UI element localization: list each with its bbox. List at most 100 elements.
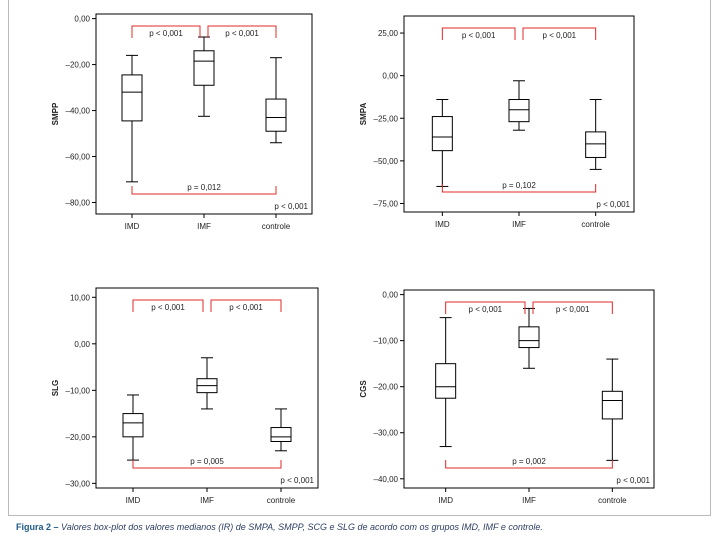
- comparison-bracket-imd-controle: p = 0,102: [441, 181, 597, 193]
- overall-p-value: p < 0,001: [616, 476, 650, 485]
- comparison-p-value: p = 0,002: [512, 457, 546, 466]
- box-imd: [435, 317, 457, 448]
- x-tick-label-imd: IMD: [126, 496, 141, 505]
- comparison-bracket-imf-controle: p < 0,001: [532, 301, 613, 314]
- x-tick-label-imf: IMF: [197, 222, 211, 231]
- boxplot-figure: 0,00 –20,00 –40,00 –60,00 –80,00 SMPP IMD IMF co…: [51, 13, 655, 505]
- y-tick-label: –10,00: [374, 337, 399, 346]
- boxplot-panel-slg: 10,00 0,00 –10,00 –20,00 –30,00 SLG IMD IMF cont…: [51, 287, 319, 505]
- comparison-p-value: p = 0,012: [187, 183, 221, 192]
- bracket-line: [210, 299, 282, 312]
- y-tick-label: 0,00: [74, 15, 90, 24]
- iqr-box: [270, 427, 292, 442]
- bracket-line: [132, 299, 204, 312]
- x-tick-label-imd: IMD: [125, 222, 140, 231]
- y-axis-label: SMPP: [51, 102, 60, 125]
- y-axis-label: CGS: [359, 380, 368, 398]
- comparison-p-value: p < 0,001: [469, 305, 503, 314]
- y-tick-label: –30,00: [374, 429, 399, 438]
- y-tick-label: –60,00: [66, 153, 91, 162]
- box-imf: [196, 357, 218, 410]
- y-tick-label: –40,00: [374, 475, 399, 484]
- x-tick-label-imf: IMF: [512, 220, 526, 229]
- comparison-bracket-imf-controle: p < 0,001: [210, 299, 282, 312]
- x-tick-label-controle: controle: [581, 220, 610, 229]
- x-tick-label-imd: IMD: [438, 496, 453, 505]
- y-tick-label: 0,00: [382, 291, 398, 300]
- x-tick-label-controle: controle: [262, 222, 291, 231]
- figure-caption: Figura 2 – Valores box-plot dos valores …: [16, 522, 543, 532]
- comparison-bracket-imf-controle: p < 0,001: [522, 27, 597, 40]
- overall-p-value: p < 0,001: [596, 200, 630, 209]
- comparison-bracket-imd-controle: p = 0,002: [445, 457, 613, 469]
- caption-text: Valores box-plot dos valores medianos (I…: [61, 522, 543, 532]
- y-tick-label: 0,00: [382, 72, 398, 81]
- y-tick-label: 10,00: [70, 293, 91, 302]
- bracket-line: [445, 301, 526, 314]
- boxplot-panel-cgs: 0,00 –10,00 –20,00 –30,00 –40,00 CGS IMD IMF con…: [359, 289, 655, 505]
- iqr-box: [601, 390, 623, 420]
- box-imf: [518, 307, 540, 369]
- iqr-box: [193, 50, 215, 86]
- comparison-bracket-imd-controle: p = 0,012: [131, 183, 277, 195]
- comparison-p-value: p < 0,001: [462, 31, 496, 40]
- x-tick-label-imf: IMF: [200, 496, 214, 505]
- y-tick-label: –20,00: [374, 383, 399, 392]
- box-controle: [270, 408, 292, 452]
- y-tick-label: 25,00: [378, 29, 399, 38]
- x-tick-label-controle: controle: [267, 496, 296, 505]
- iqr-box: [508, 99, 530, 123]
- box-controle: [585, 99, 607, 170]
- comparison-p-value: p < 0,001: [229, 303, 263, 312]
- bracket-line: [132, 460, 282, 469]
- boxplot-panel-smpa: 25,00 0,00 –25,00 –50,00 –75,00 SMPA IMD IMF con…: [359, 15, 635, 229]
- y-tick-label: 0,00: [74, 340, 90, 349]
- y-tick-label: –10,00: [66, 386, 91, 395]
- overall-p-value: p < 0,001: [280, 476, 314, 485]
- box-imd: [122, 394, 144, 461]
- comparison-p-value: p = 0,102: [502, 181, 536, 190]
- iqr-box: [121, 74, 143, 122]
- bracket-line: [131, 25, 201, 38]
- bracket-line: [445, 460, 613, 469]
- y-tick-label: –20,00: [66, 61, 91, 70]
- comparison-bracket-imd-imf: p < 0,001: [131, 25, 201, 38]
- figure-frame: [8, 0, 711, 516]
- iqr-box: [122, 413, 144, 438]
- comparison-bracket-imd-controle: p = 0,005: [132, 457, 282, 469]
- x-tick-label-controle: controle: [598, 496, 627, 505]
- comparison-bracket-imd-imf: p < 0,001: [441, 27, 516, 40]
- iqr-box: [435, 363, 457, 399]
- iqr-box: [585, 131, 607, 158]
- bracket-line: [532, 301, 613, 314]
- comparison-bracket-imf-controle: p < 0,001: [207, 25, 277, 38]
- comparison-p-value: p < 0,001: [149, 29, 183, 38]
- y-tick-label: –80,00: [66, 199, 91, 208]
- iqr-box: [431, 116, 453, 152]
- comparison-p-value: p < 0,001: [543, 31, 577, 40]
- bracket-line: [441, 184, 597, 193]
- box-controle: [601, 358, 623, 461]
- y-tick-label: –75,00: [374, 199, 399, 208]
- bracket-line: [441, 27, 516, 40]
- comparison-p-value: p = 0,005: [190, 457, 224, 466]
- x-tick-label-imf: IMF: [522, 496, 536, 505]
- boxplot-panel-smpp: 0,00 –20,00 –40,00 –60,00 –80,00 SMPP IMD IMF co…: [51, 13, 313, 231]
- box-imf: [193, 36, 215, 117]
- overall-p-value: p < 0,001: [274, 202, 308, 211]
- box-imd: [431, 99, 453, 187]
- caption-label: Figura 2 –: [16, 522, 59, 532]
- x-tick-label-imd: IMD: [435, 220, 450, 229]
- comparison-bracket-imd-imf: p < 0,001: [445, 301, 526, 314]
- y-tick-label: –30,00: [66, 479, 91, 488]
- comparison-p-value: p < 0,001: [225, 29, 259, 38]
- iqr-box: [518, 326, 540, 349]
- comparison-p-value: p < 0,001: [151, 303, 185, 312]
- box-imf: [508, 80, 530, 131]
- bracket-line: [207, 25, 277, 38]
- y-axis-label: SLG: [51, 380, 60, 396]
- bracket-line: [131, 186, 277, 195]
- box-controle: [265, 57, 287, 144]
- box-imd: [121, 54, 143, 183]
- y-axis-label: SMPA: [359, 103, 368, 126]
